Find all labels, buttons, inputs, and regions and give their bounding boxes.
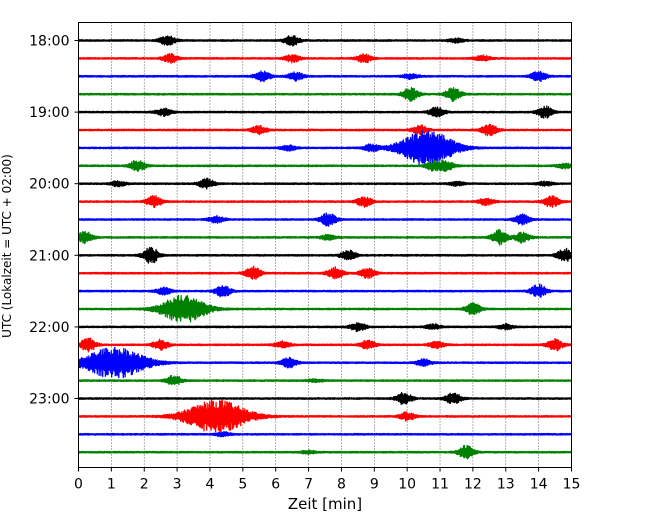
seismogram-trace (77, 374, 573, 386)
vertical-grid (111, 22, 539, 468)
seismogram-trace (77, 194, 573, 209)
seismogram-trace (77, 337, 573, 353)
x-tick-label: 9 (370, 477, 379, 493)
seismogram-trace (77, 294, 573, 323)
y-tick-label: 18:00 (29, 34, 69, 50)
seismogram-trace (77, 130, 573, 167)
y-tick-label: 23:00 (29, 392, 69, 408)
y-tick-label: 19:00 (29, 105, 69, 121)
x-tick-label: 4 (206, 477, 215, 493)
plot-frame (78, 22, 572, 468)
x-axis-ticks: 0 1 2 3 4 5 6 7 8 9 10 11 12 13 14 15 (74, 467, 581, 493)
x-tick-label: 13 (497, 477, 515, 493)
x-tick-label: 6 (271, 477, 280, 493)
seismogram-trace (77, 105, 573, 119)
seismogram-trace (77, 444, 573, 460)
x-tick-label: 3 (173, 477, 182, 493)
x-tick-label: 7 (304, 477, 313, 493)
y-tick-label: 20:00 (29, 177, 69, 193)
x-tick-label: 15 (563, 477, 581, 493)
y-axis-label: UTC (Lokalzeit = UTC + 02:00) (0, 154, 14, 338)
seismogram-trace (77, 86, 573, 102)
y-tick-label: 22:00 (29, 320, 69, 336)
y-axis-ticks: 18:00 19:00 20:00 21:00 22:00 23:00 (29, 34, 79, 408)
seismogram-traces (77, 35, 573, 460)
seismogram-trace (77, 283, 573, 298)
seismogram-trace (77, 321, 573, 333)
x-tick-label: 5 (238, 477, 247, 493)
x-tick-label: 14 (530, 477, 548, 493)
x-tick-label: 0 (74, 477, 83, 493)
seismogram-trace (77, 431, 573, 438)
x-tick-label: 2 (140, 477, 149, 493)
seismogram-trace (77, 229, 573, 246)
seismogram-trace (77, 399, 573, 433)
seismogram-trace (77, 265, 573, 280)
seismogram-trace (77, 212, 573, 227)
seismogram-trace (77, 53, 573, 64)
plot-area (78, 22, 572, 468)
seismogram-trace (77, 123, 573, 137)
seismogram-trace (77, 70, 573, 83)
seismogram-trace (77, 159, 573, 173)
seismogram-trace (77, 346, 573, 379)
x-tick-label: 1 (107, 477, 116, 493)
x-tick-label: 8 (337, 477, 346, 493)
seismogram-trace (77, 246, 573, 264)
x-tick-label: 10 (398, 477, 416, 493)
y-tick-label: 21:00 (29, 248, 69, 264)
x-axis-label: Zeit [min] (288, 495, 362, 513)
seismogram-trace (77, 177, 573, 190)
x-tick-label: 11 (431, 477, 449, 493)
x-tick-label: 12 (464, 477, 482, 493)
seismogram-trace (77, 35, 573, 47)
seismogram-trace (77, 391, 573, 405)
